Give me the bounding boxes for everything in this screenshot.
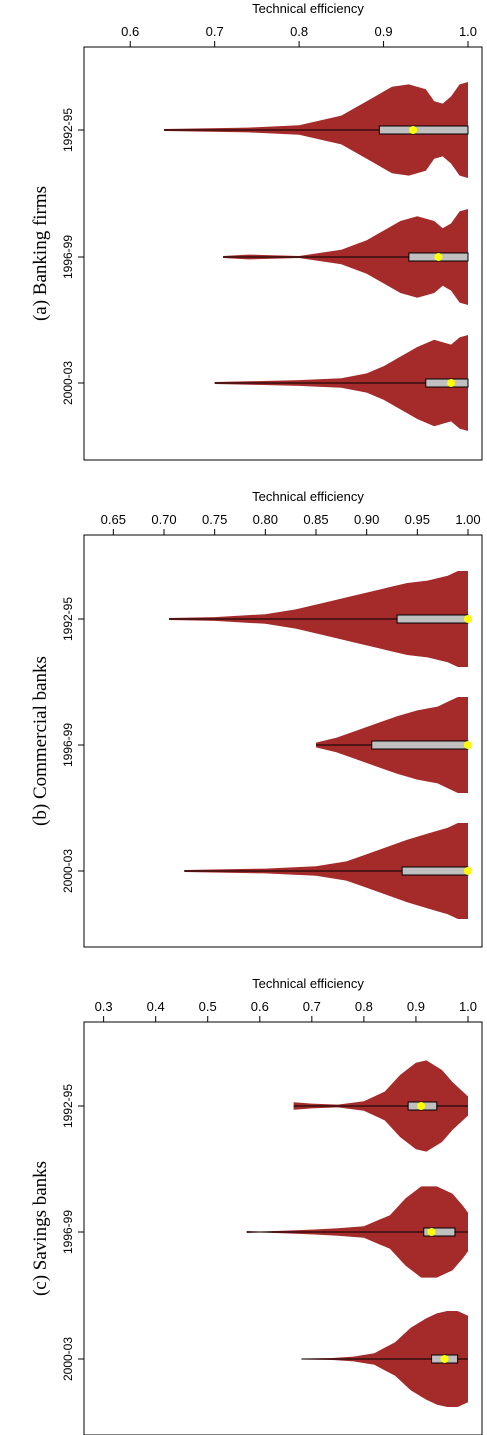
plot-frame	[83, 1021, 483, 1435]
median-point	[417, 1102, 426, 1110]
violin-1992-95: 1992-95	[61, 571, 472, 667]
plot-frame	[83, 534, 483, 948]
median-point	[447, 379, 456, 387]
category-label: 1992-95	[61, 1084, 75, 1128]
x-tick-label: 0.8	[355, 999, 373, 1014]
x-tick-label: 0.95	[405, 512, 430, 527]
x-axis-title: Technical efficiency	[252, 489, 364, 504]
category-label: 1992-95	[61, 597, 75, 641]
violin-1996-99: 1996-99	[61, 697, 472, 793]
x-tick-label: 0.8	[290, 24, 308, 39]
x-tick-label: 1.0	[459, 24, 477, 39]
category-label: 2000-03	[61, 1337, 75, 1381]
x-tick-label: 0.75	[202, 512, 227, 527]
panel-3: Technical efficiency 0.3 0.4 0.5 0.6 0.7 0.8 0.…	[30, 976, 483, 1435]
x-tick-label: 0.65	[101, 512, 126, 527]
violin-2000-03: 2000-03	[61, 335, 469, 431]
iqr-box	[378, 125, 469, 135]
iqr-box	[425, 378, 469, 388]
panel-title: (c) Savings banks	[30, 1161, 51, 1296]
category-label: 1996-99	[61, 723, 75, 767]
median-point	[464, 741, 472, 749]
x-tick-label: 0.4	[147, 999, 165, 1014]
panel-title: (a) Banking firms	[30, 186, 51, 321]
iqr-box	[396, 614, 469, 624]
violin-1992-95: 1992-95	[61, 1060, 468, 1152]
violin-1992-95: 1992-95	[61, 82, 469, 178]
median-point	[409, 126, 418, 134]
panel-title: (b) Commercial banks	[30, 656, 51, 826]
x-tick-label: 0.6	[251, 999, 269, 1014]
violin-1996-99: 1996-99	[61, 209, 469, 305]
median-point	[434, 253, 443, 261]
x-tick-label: 0.9	[407, 999, 425, 1014]
x-tick-label: 0.3	[95, 999, 113, 1014]
x-tick-label: 0.5	[199, 999, 217, 1014]
iqr-box	[371, 740, 469, 750]
x-tick-label: 0.6	[121, 24, 139, 39]
violin-1996-99: 1996-99	[61, 1186, 468, 1278]
violin-2000-03: 2000-03	[61, 823, 472, 919]
iqr-box	[401, 866, 469, 876]
x-tick-label: 0.7	[206, 24, 224, 39]
violin-2000-03: 2000-03	[61, 1311, 468, 1407]
median-point	[427, 1228, 436, 1236]
median-point	[464, 867, 472, 875]
x-tick-label: 0.9	[375, 24, 393, 39]
panel-1: Technical efficiency 0.6 0.7 0.8 0.9 1.0 (a) B…	[30, 1, 483, 461]
median-point	[440, 1355, 449, 1363]
x-tick-label: 0.70	[151, 512, 176, 527]
iqr-box	[423, 1227, 456, 1237]
category-label: 1992-95	[61, 108, 75, 152]
x-tick-label: 1.00	[455, 512, 480, 527]
category-label: 1996-99	[61, 235, 75, 279]
x-axis-title: Technical efficiency	[252, 976, 364, 991]
category-label: 2000-03	[61, 849, 75, 893]
x-tick-label: 0.90	[354, 512, 379, 527]
plot-frame	[83, 46, 483, 461]
median-point	[464, 615, 472, 623]
x-tick-label: 1.0	[459, 999, 477, 1014]
category-label: 1996-99	[61, 1210, 75, 1254]
category-label: 2000-03	[61, 361, 75, 405]
x-tick-label: 0.80	[253, 512, 278, 527]
x-tick-label: 0.85	[303, 512, 328, 527]
x-axis-title: Technical efficiency	[252, 1, 364, 16]
panel-2: Technical efficiency 0.65 0.70 0.75 0.80 0.85…	[30, 489, 483, 948]
x-tick-label: 0.7	[303, 999, 321, 1014]
